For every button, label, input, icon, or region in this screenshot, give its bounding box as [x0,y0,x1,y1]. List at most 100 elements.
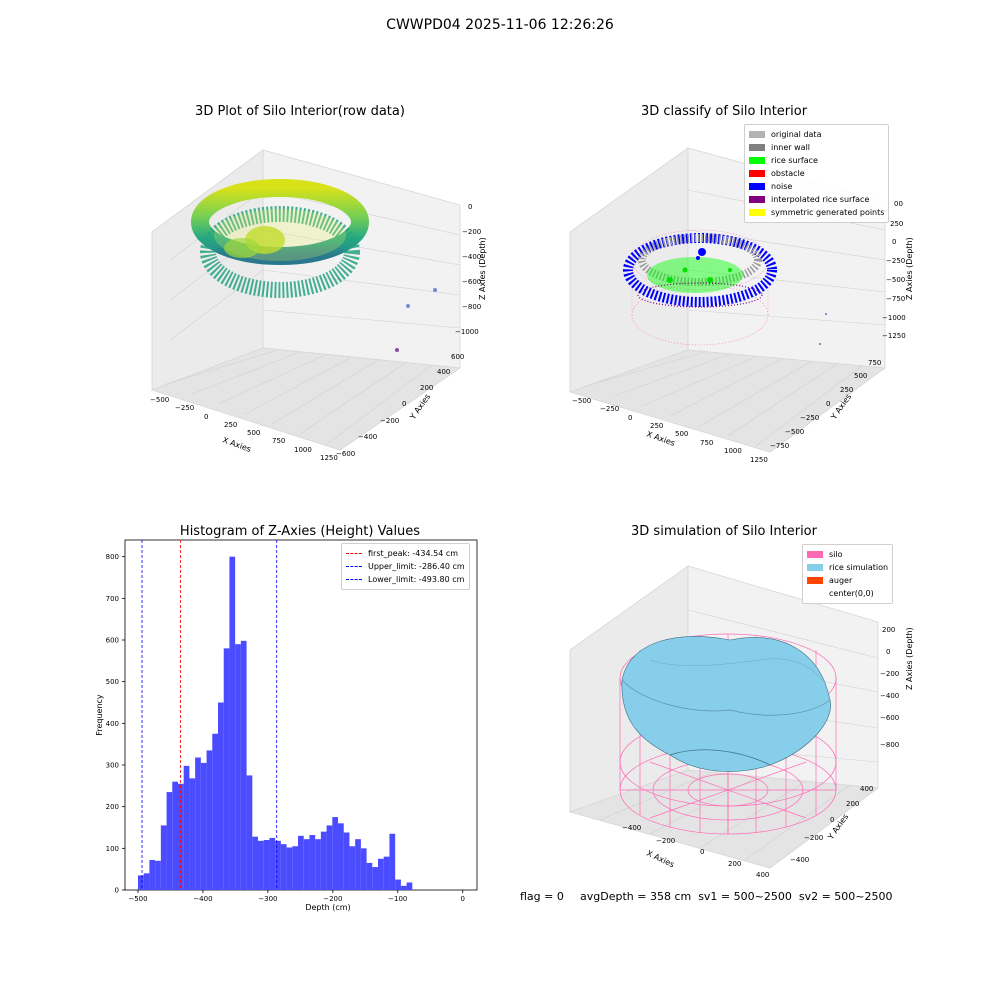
plot2-xtick: 1250 [750,456,768,464]
flag-status: flag = 0 [520,890,564,903]
plot2-ztick: 0 [892,238,896,246]
legend-item: Lower_limit: -493.80 cm [346,573,465,586]
histogram-bar [195,757,201,890]
plot1-xlabel: X Axies [221,435,252,454]
legend-item: original data [749,128,884,141]
legend-swatch [807,564,823,571]
histogram-bar [378,858,384,890]
histogram-bar [149,860,156,890]
histogram-bar [298,835,304,890]
legend-label: symmetric generated points [771,208,885,217]
legend-item: interpolated rice surface [749,193,884,206]
plot1-ytick: 600 [451,353,464,361]
legend-label: auger [829,576,853,585]
histogram-bar [223,648,230,890]
histogram-bar [355,839,361,890]
legend-swatch [749,196,765,203]
plot4-legend: silo rice simulation auger center(0,0) [802,544,894,604]
histogram-bar [166,792,173,890]
legend-label: inner wall [771,143,811,152]
plot1-xtick: 250 [224,421,237,429]
plot2-xtick: −500 [572,397,591,405]
plot4-ytick: −400 [790,856,809,864]
histogram-bar [366,862,373,890]
histogram-bar [303,839,310,890]
legend-swatch [749,183,765,190]
plot2-legend: original data inner wall rice surface ob… [744,124,890,223]
histogram-bar [240,640,247,890]
histogram-bar [206,750,213,890]
legend-swatch [749,144,765,151]
plot2-ytick: −250 [800,414,819,422]
histogram-bar [212,733,219,890]
legend-label: first_peak: -434.54 cm [368,549,459,558]
plot2-outlier-point [819,343,821,345]
y-tick-label: 700 [106,595,119,603]
y-tick-label: 100 [106,845,119,853]
plot1-ztick: −1000 [455,328,479,336]
plot2-ytick: −500 [785,428,804,436]
plot1-outlier-point [395,348,399,352]
figure-title: CWWPD04 2025-11-06 12:26:26 [386,17,614,33]
legend-line [346,553,362,554]
histogram-bar [137,875,144,890]
legend-label: Lower_limit: -493.80 cm [368,575,465,584]
legend-line [346,566,362,567]
plot2-axes: −500 −250 0 250 500 750 1000 1250 X Axie… [568,147,914,464]
histogram-bar [395,879,401,890]
histogram-bar [143,873,150,890]
legend-item: silo [807,548,888,561]
plot4-title: 3D simulation of Silo Interior [631,524,817,539]
histogram-bar [332,817,339,890]
histogram-bar [172,781,178,890]
plot2-ytick: 750 [868,359,881,367]
plot1-ztick: −800 [462,303,481,311]
plot4-ytick: 0 [830,816,834,824]
legend-swatch [749,209,765,216]
plot4-rice-surface [621,636,831,772]
plot1-xtick: 750 [272,437,285,445]
plot1-xtick: −250 [175,404,194,412]
legend-label: interpolated rice surface [771,195,870,204]
plot2-ztick: 00 [894,200,903,208]
y-tick-label: 600 [106,637,119,645]
legend-item: center(0,0) [807,587,888,600]
histogram-bar [200,762,207,890]
histogram-bar [275,840,281,890]
plot1-ytick: −600 [336,450,355,458]
y-tick-label: 500 [106,678,119,686]
histogram-bar [372,867,379,890]
plot1-ytick: 400 [437,368,450,376]
histogram-bar [286,847,293,890]
legend-label: obstacle [771,169,805,178]
legend-swatch [807,577,823,584]
legend-label: noise [771,182,793,191]
histogram-bar [338,823,344,890]
plot1-title: 3D Plot of Silo Interior(row data) [195,104,405,119]
legend-item: Upper_limit: -286.40 cm [346,560,465,573]
plot2-title: 3D classify of Silo Interior [640,104,808,119]
legend-item: noise [749,180,884,193]
plot2-xtick: 1000 [724,447,742,455]
histogram-bar [400,885,407,890]
x-tick-label: −200 [323,895,342,903]
plot2-point-cloud [623,229,777,346]
plot4-ztick: 0 [886,648,890,656]
plot4-ytick: −200 [804,834,823,842]
plot4-xtick: −200 [656,837,675,845]
histogram-bar [189,778,196,890]
legend-label: silo [829,550,843,559]
plot2-xlabel: X Axies [645,429,676,448]
plot2-xtick: 750 [700,439,713,447]
legend-label: rice surface [771,156,818,165]
y-tick-label: 800 [106,553,119,561]
y-tick-label: 0 [115,887,119,895]
histogram-bar [269,837,276,890]
plot2-outlier-point [825,313,827,315]
legend-item: rice surface [749,154,884,167]
legend-swatch [749,157,765,164]
plot3-xlabel: Depth (cm) [305,903,350,912]
plot2-xtick: 0 [628,414,632,422]
x-tick-label: −100 [388,895,407,903]
plot2-zlabel: Z Axies (Depth) [905,237,914,300]
